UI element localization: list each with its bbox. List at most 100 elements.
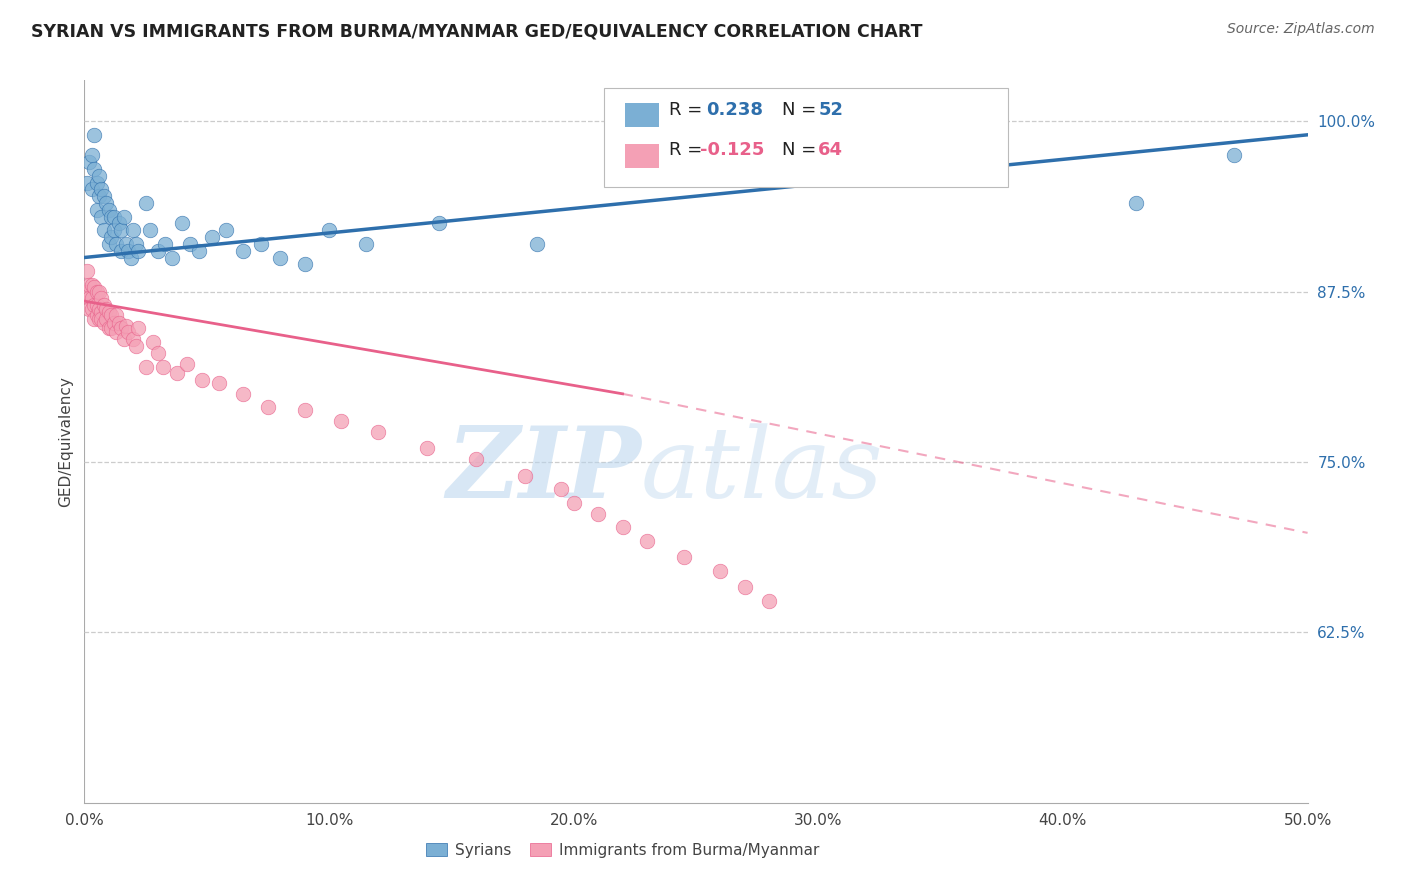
Point	[427, 216, 450, 230]
Text: -0.125: -0.125	[700, 141, 763, 159]
FancyBboxPatch shape	[626, 103, 659, 128]
Point	[734, 581, 756, 595]
Y-axis label: GED/Equivalency: GED/Equivalency	[58, 376, 73, 507]
Point	[117, 326, 139, 340]
Point	[105, 236, 128, 251]
Point	[105, 326, 128, 340]
Point	[120, 251, 142, 265]
Point	[97, 236, 120, 251]
Point	[87, 311, 110, 326]
Point	[269, 251, 291, 265]
Point	[232, 387, 254, 401]
Point	[90, 311, 112, 326]
Point	[122, 332, 145, 346]
Point	[76, 176, 98, 190]
Point	[232, 244, 254, 258]
Text: 0.238: 0.238	[706, 101, 763, 120]
Legend: Syrians, Immigrants from Burma/Myanmar: Syrians, Immigrants from Burma/Myanmar	[420, 837, 825, 863]
Point	[152, 359, 174, 374]
Point	[110, 321, 132, 335]
Point	[200, 230, 222, 244]
Point	[97, 321, 120, 335]
Text: R =: R =	[669, 141, 709, 159]
Point	[96, 311, 118, 326]
Point	[86, 202, 108, 217]
Point	[86, 285, 108, 299]
Point	[586, 507, 609, 521]
Point	[97, 305, 120, 319]
Text: Source: ZipAtlas.com: Source: ZipAtlas.com	[1227, 22, 1375, 37]
Point	[117, 244, 139, 258]
Point	[125, 236, 148, 251]
Point	[83, 128, 105, 142]
Point	[513, 468, 536, 483]
Point	[93, 298, 115, 312]
Point	[90, 292, 112, 306]
Point	[257, 401, 280, 415]
Point	[100, 230, 122, 244]
Point	[294, 403, 316, 417]
Point	[562, 496, 585, 510]
Point	[127, 321, 149, 335]
Point	[135, 196, 157, 211]
Point	[97, 202, 120, 217]
Point	[142, 334, 165, 349]
Point	[96, 302, 118, 317]
Point	[115, 318, 138, 333]
Point	[110, 244, 132, 258]
Point	[115, 236, 138, 251]
Text: N =: N =	[782, 101, 821, 120]
Point	[100, 210, 122, 224]
Point	[146, 244, 169, 258]
Point	[464, 452, 486, 467]
Point	[83, 311, 105, 326]
Point	[83, 161, 105, 176]
Point	[80, 277, 103, 292]
Point	[80, 148, 103, 162]
Point	[146, 346, 169, 360]
Point	[176, 357, 198, 371]
Point	[166, 367, 188, 381]
Point	[93, 316, 115, 330]
Point	[86, 298, 108, 312]
Point	[188, 244, 211, 258]
Point	[179, 236, 201, 251]
Point	[77, 277, 100, 292]
Text: SYRIAN VS IMMIGRANTS FROM BURMA/MYANMAR GED/EQUIVALENCY CORRELATION CHART: SYRIAN VS IMMIGRANTS FROM BURMA/MYANMAR …	[31, 22, 922, 40]
Point	[672, 550, 695, 565]
Point	[709, 564, 731, 578]
Point	[191, 373, 214, 387]
Point	[86, 308, 108, 322]
Point	[636, 534, 658, 549]
Point	[103, 223, 125, 237]
Point	[249, 236, 271, 251]
Point	[208, 376, 231, 390]
Point	[103, 316, 125, 330]
Point	[172, 216, 194, 230]
Point	[125, 339, 148, 353]
Point	[612, 520, 634, 534]
Point	[96, 196, 118, 211]
Point	[112, 210, 135, 224]
Point	[550, 482, 572, 496]
Point	[318, 223, 340, 237]
Text: ZIP: ZIP	[446, 422, 641, 518]
Text: R =: R =	[669, 101, 709, 120]
Point	[80, 182, 103, 196]
Point	[162, 251, 184, 265]
Point	[93, 189, 115, 203]
Point	[80, 302, 103, 317]
Point	[215, 223, 238, 237]
Point	[93, 223, 115, 237]
Point	[107, 216, 129, 230]
Point	[83, 298, 105, 312]
Point	[127, 244, 149, 258]
Point	[110, 223, 132, 237]
Point	[77, 302, 100, 317]
Point	[87, 285, 110, 299]
Point	[416, 442, 439, 456]
Point	[330, 414, 353, 428]
Point	[87, 169, 110, 183]
Point	[80, 292, 103, 306]
Point	[87, 302, 110, 317]
